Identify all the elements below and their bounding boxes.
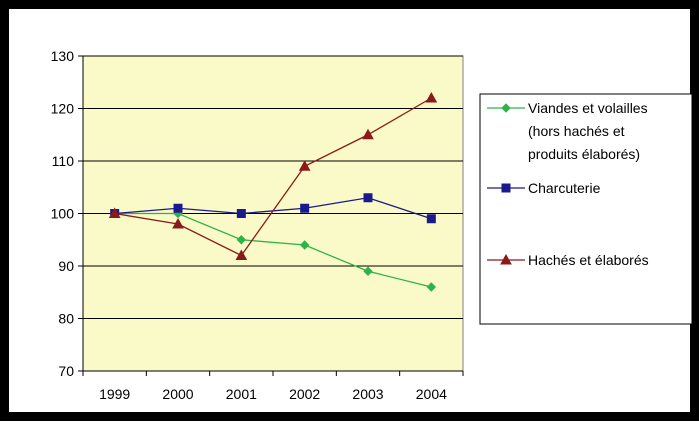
legend-entry-0: Viandes et volailles (hors hachés et produ… <box>487 100 648 162</box>
data-point <box>298 160 311 171</box>
legend-label: produits élaborés) <box>528 146 640 162</box>
legend-marker <box>501 103 511 113</box>
y-tick-label: 110 <box>52 153 75 169</box>
data-point <box>172 217 184 229</box>
series-group <box>108 91 438 292</box>
data-point <box>300 203 310 213</box>
y-tick-label: 90 <box>58 258 74 274</box>
legend-label: Charcuterie <box>528 180 601 196</box>
series-line <box>114 97 432 257</box>
data-point <box>363 266 373 276</box>
x-tick-label: 2001 <box>226 386 257 402</box>
legend-label: Viandes et volailles <box>528 100 648 116</box>
legend-label: Hachés et élaborés <box>528 252 649 268</box>
data-point <box>426 282 437 292</box>
legend-entry-1: Charcuterie <box>487 180 601 196</box>
data-point <box>362 128 374 140</box>
y-tick-label: 120 <box>51 101 75 117</box>
data-point <box>426 214 436 224</box>
y-tick-label: 100 <box>51 206 75 222</box>
axes: 70 80 90 100 110 120 130 1999 2000 2001 2002 2003 20… <box>51 48 464 402</box>
data-point <box>108 207 121 218</box>
legend-entry-2: Hachés et élaborés <box>487 252 649 268</box>
legend-box <box>479 93 693 325</box>
legend-marker <box>501 183 511 193</box>
data-point <box>425 91 438 103</box>
y-tick-label: 130 <box>51 48 75 64</box>
line-chart: 70 80 90 100 110 120 130 1999 2000 2001 2002 2003 20… <box>51 48 693 402</box>
chart-frame: 70 80 90 100 110 120 130 1999 2000 2001 2002 2003 20… <box>0 0 699 421</box>
legend-marker <box>500 253 512 265</box>
series-2 <box>108 91 438 260</box>
x-tick-label: 2004 <box>416 386 447 402</box>
x-tick-label: 2000 <box>162 386 193 402</box>
data-point <box>236 235 247 245</box>
x-tick-label: 2002 <box>289 386 320 402</box>
data-point <box>363 193 373 203</box>
data-point <box>236 209 246 218</box>
y-tick-label: 70 <box>58 363 74 379</box>
data-point <box>173 203 183 213</box>
legend: Viandes et volailles (hors hachés et produ… <box>479 93 693 325</box>
data-point <box>235 249 248 260</box>
data-point <box>299 240 310 250</box>
series-line <box>114 212 432 288</box>
legend-label: (hors hachés et <box>528 123 625 139</box>
y-tick-label: 80 <box>58 311 74 327</box>
x-tick-label: 1999 <box>99 386 130 402</box>
x-tick-label: 2003 <box>352 386 383 402</box>
